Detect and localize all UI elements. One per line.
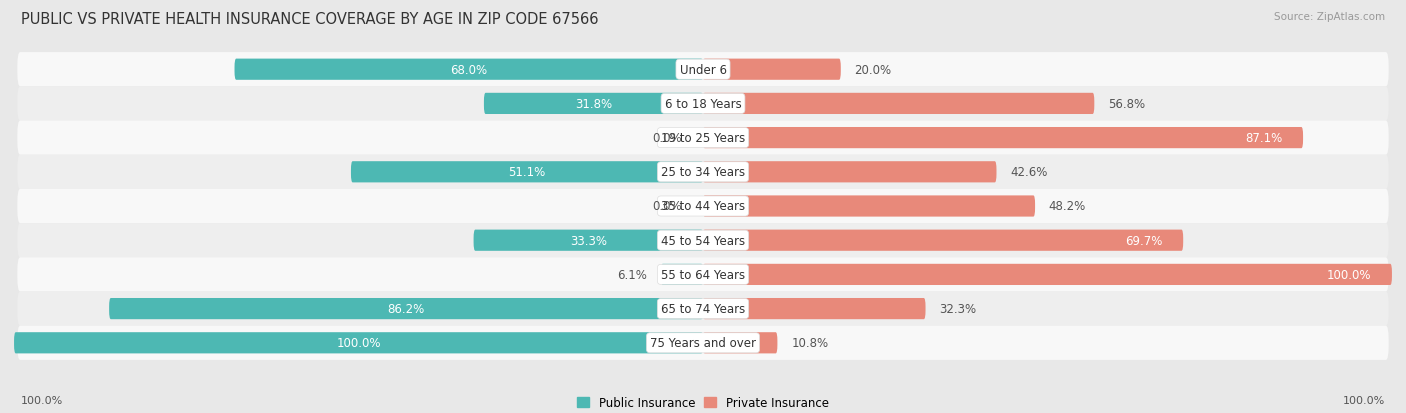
Text: 100.0%: 100.0%: [336, 337, 381, 349]
Text: 42.6%: 42.6%: [1011, 166, 1047, 179]
Text: 0.0%: 0.0%: [652, 132, 682, 145]
FancyBboxPatch shape: [703, 196, 1035, 217]
Text: 100.0%: 100.0%: [1343, 395, 1385, 405]
FancyBboxPatch shape: [703, 162, 997, 183]
FancyBboxPatch shape: [17, 121, 1389, 155]
FancyBboxPatch shape: [110, 298, 703, 319]
FancyBboxPatch shape: [474, 230, 703, 251]
FancyBboxPatch shape: [661, 264, 703, 285]
FancyBboxPatch shape: [17, 258, 1389, 292]
Text: 31.8%: 31.8%: [575, 97, 612, 111]
FancyBboxPatch shape: [17, 87, 1389, 121]
FancyBboxPatch shape: [352, 162, 703, 183]
Text: Under 6: Under 6: [679, 64, 727, 76]
Text: 0.0%: 0.0%: [652, 200, 682, 213]
Text: 35 to 44 Years: 35 to 44 Years: [661, 200, 745, 213]
Text: 86.2%: 86.2%: [388, 302, 425, 316]
FancyBboxPatch shape: [14, 332, 703, 354]
FancyBboxPatch shape: [17, 190, 1389, 223]
Text: 6.1%: 6.1%: [617, 268, 647, 281]
FancyBboxPatch shape: [17, 292, 1389, 326]
FancyBboxPatch shape: [703, 298, 925, 319]
Text: 45 to 54 Years: 45 to 54 Years: [661, 234, 745, 247]
Text: 6 to 18 Years: 6 to 18 Years: [665, 97, 741, 111]
Legend: Public Insurance, Private Insurance: Public Insurance, Private Insurance: [572, 392, 834, 413]
FancyBboxPatch shape: [17, 155, 1389, 190]
FancyBboxPatch shape: [703, 59, 841, 81]
Text: 56.8%: 56.8%: [1108, 97, 1146, 111]
Text: 55 to 64 Years: 55 to 64 Years: [661, 268, 745, 281]
Text: 51.1%: 51.1%: [509, 166, 546, 179]
Text: 10.8%: 10.8%: [792, 337, 828, 349]
Text: 87.1%: 87.1%: [1246, 132, 1282, 145]
FancyBboxPatch shape: [703, 94, 1094, 115]
Text: 48.2%: 48.2%: [1049, 200, 1085, 213]
Text: 68.0%: 68.0%: [450, 64, 488, 76]
FancyBboxPatch shape: [703, 128, 1303, 149]
FancyBboxPatch shape: [703, 264, 1392, 285]
FancyBboxPatch shape: [235, 59, 703, 81]
Text: PUBLIC VS PRIVATE HEALTH INSURANCE COVERAGE BY AGE IN ZIP CODE 67566: PUBLIC VS PRIVATE HEALTH INSURANCE COVER…: [21, 12, 599, 27]
Text: 69.7%: 69.7%: [1125, 234, 1163, 247]
FancyBboxPatch shape: [17, 223, 1389, 258]
Text: 25 to 34 Years: 25 to 34 Years: [661, 166, 745, 179]
FancyBboxPatch shape: [17, 326, 1389, 360]
Text: 65 to 74 Years: 65 to 74 Years: [661, 302, 745, 316]
Text: 32.3%: 32.3%: [939, 302, 976, 316]
Text: 100.0%: 100.0%: [21, 395, 63, 405]
Text: 19 to 25 Years: 19 to 25 Years: [661, 132, 745, 145]
FancyBboxPatch shape: [484, 94, 703, 115]
FancyBboxPatch shape: [17, 53, 1389, 87]
Text: 75 Years and over: 75 Years and over: [650, 337, 756, 349]
FancyBboxPatch shape: [703, 230, 1184, 251]
Text: 33.3%: 33.3%: [569, 234, 607, 247]
Text: 100.0%: 100.0%: [1327, 268, 1371, 281]
Text: 20.0%: 20.0%: [855, 64, 891, 76]
Text: Source: ZipAtlas.com: Source: ZipAtlas.com: [1274, 12, 1385, 22]
FancyBboxPatch shape: [703, 332, 778, 354]
